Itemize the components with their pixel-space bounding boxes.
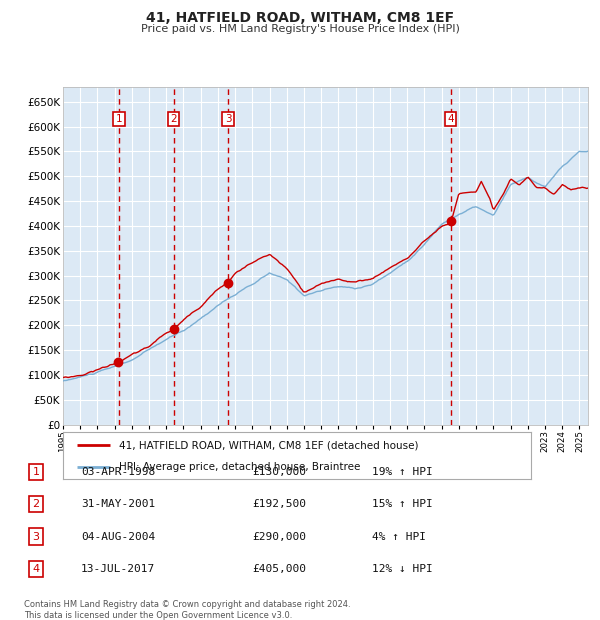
Text: 1: 1: [116, 114, 122, 124]
Text: Price paid vs. HM Land Registry's House Price Index (HPI): Price paid vs. HM Land Registry's House …: [140, 24, 460, 33]
Text: 41, HATFIELD ROAD, WITHAM, CM8 1EF (detached house): 41, HATFIELD ROAD, WITHAM, CM8 1EF (deta…: [119, 440, 419, 450]
Text: 3: 3: [32, 531, 40, 542]
Text: 04-AUG-2004: 04-AUG-2004: [81, 531, 155, 542]
Text: 41, HATFIELD ROAD, WITHAM, CM8 1EF: 41, HATFIELD ROAD, WITHAM, CM8 1EF: [146, 11, 454, 25]
Text: 13-JUL-2017: 13-JUL-2017: [81, 564, 155, 574]
Text: 2: 2: [32, 499, 40, 510]
Text: HPI: Average price, detached house, Braintree: HPI: Average price, detached house, Brai…: [119, 462, 361, 472]
Text: Contains HM Land Registry data © Crown copyright and database right 2024.
This d: Contains HM Land Registry data © Crown c…: [24, 600, 350, 619]
Text: 4% ↑ HPI: 4% ↑ HPI: [372, 531, 426, 542]
Text: 1: 1: [32, 467, 40, 477]
Text: 15% ↑ HPI: 15% ↑ HPI: [372, 499, 433, 510]
Text: 4: 4: [32, 564, 40, 574]
Text: 19% ↑ HPI: 19% ↑ HPI: [372, 467, 433, 477]
Text: 31-MAY-2001: 31-MAY-2001: [81, 499, 155, 510]
Text: £130,000: £130,000: [252, 467, 306, 477]
Text: £192,500: £192,500: [252, 499, 306, 510]
Text: £405,000: £405,000: [252, 564, 306, 574]
Text: 3: 3: [225, 114, 232, 124]
Text: 03-APR-1998: 03-APR-1998: [81, 467, 155, 477]
Text: 2: 2: [170, 114, 177, 124]
Text: £290,000: £290,000: [252, 531, 306, 542]
Text: 12% ↓ HPI: 12% ↓ HPI: [372, 564, 433, 574]
Text: 4: 4: [448, 114, 454, 124]
